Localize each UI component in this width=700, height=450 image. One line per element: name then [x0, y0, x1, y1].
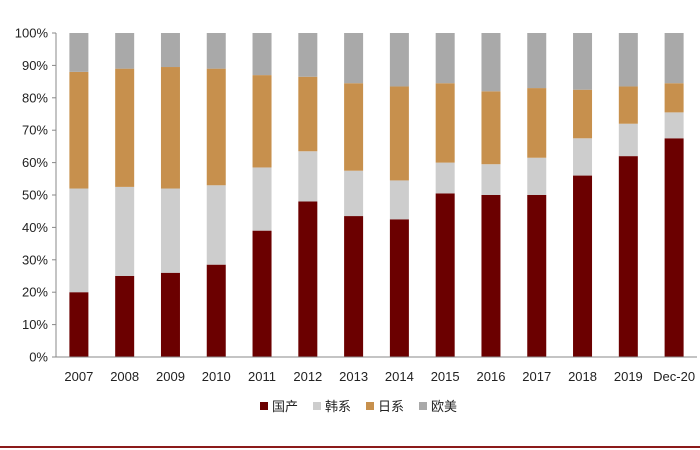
x-axis: 2007 2008 2009 2010 2011 2012 2013 2014 2015 2016…: [56, 356, 697, 384]
x-tick-label: 2010: [202, 369, 231, 384]
x-tick-label: 2011: [248, 369, 276, 384]
bar-segment-韩系-2007: [69, 188, 89, 293]
x-tick-label: 2017: [522, 369, 551, 384]
bar-segment-国产-2014: [389, 219, 409, 357]
y-tick-label: 50%: [22, 188, 48, 203]
bar-segment-国产-2007: [69, 292, 89, 357]
bar-segment-日系-2007: [69, 71, 89, 189]
legend-label-国产: 国产: [272, 399, 298, 414]
bar-segment-日系-2019: [618, 86, 638, 124]
bar-segment-国产-2011: [252, 230, 272, 357]
bar-segment-国产-2019: [618, 156, 638, 357]
x-tick-label: Dec-20: [653, 369, 695, 384]
bar-segment-欧美-2012: [298, 33, 318, 77]
bar-segment-日系-2013: [344, 83, 364, 171]
y-tick-label: 10%: [22, 317, 48, 332]
bar-segment-日系-2008: [115, 68, 135, 187]
x-tick-label: 2009: [156, 369, 185, 384]
bar-segment-欧美-2015: [435, 33, 455, 84]
y-axis: 0% 10% 20% 30% 40% 50% 60% 70% 80% 90% 100%: [15, 26, 57, 365]
bar-segment-韩系-2010: [206, 185, 226, 265]
bar-segment-国产-2013: [344, 216, 364, 357]
bar-segment-韩系-2011: [252, 167, 272, 231]
legend-swatch-欧美: [419, 402, 427, 410]
y-tick-label: 20%: [22, 285, 48, 300]
bar-segment-日系-2016: [481, 91, 501, 165]
legend-swatch-日系: [366, 402, 374, 410]
bar-segment-欧美-2017: [527, 33, 547, 89]
y-tick-label: 90%: [22, 58, 48, 73]
y-tick-label: 70%: [22, 123, 48, 138]
bar-segment-日系-2014: [389, 86, 409, 181]
x-tick-label: 2012: [293, 369, 322, 384]
bar-segment-日系-2011: [252, 75, 272, 168]
legend: 国产 韩系 日系 欧美: [260, 399, 457, 414]
x-tick-label: 2016: [477, 369, 506, 384]
bar-segment-日系-Dec-20: [664, 83, 684, 113]
legend-label-欧美: 欧美: [431, 399, 457, 414]
bar-segment-欧美-2018: [573, 33, 593, 90]
bar-segment-欧美-2008: [115, 33, 135, 69]
bar-segment-韩系-2012: [298, 151, 318, 202]
y-tick-label: 60%: [22, 155, 48, 170]
bar-segment-欧美-Dec-20: [664, 33, 684, 84]
bar-segment-欧美-2014: [389, 33, 409, 87]
bar-segment-欧美-2007: [69, 33, 89, 72]
bar-segment-国产-2008: [115, 276, 135, 357]
bar-segment-日系-2017: [527, 88, 547, 158]
bar-segment-韩系-2018: [573, 138, 593, 176]
bars: [69, 33, 684, 357]
bar-segment-日系-2018: [573, 89, 593, 139]
x-tick-label: 2014: [385, 369, 414, 384]
legend-swatch-韩系: [313, 402, 321, 410]
y-tick-label: 0%: [29, 350, 48, 365]
bar-segment-国产-2015: [435, 193, 455, 357]
bar-segment-国产-2010: [206, 264, 226, 357]
x-tick-label: 2019: [614, 369, 643, 384]
x-tick-label: 2015: [431, 369, 460, 384]
y-tick-label: 80%: [22, 90, 48, 105]
bar-segment-国产-2018: [573, 175, 593, 357]
x-tick-label: 2008: [110, 369, 139, 384]
bar-segment-日系-2015: [435, 83, 455, 163]
bar-segment-日系-2012: [298, 76, 318, 152]
y-tick-label: 40%: [22, 220, 48, 235]
bar-segment-欧美-2013: [344, 33, 364, 84]
legend-label-日系: 日系: [378, 399, 404, 414]
bar-segment-日系-2010: [206, 68, 226, 186]
bar-segment-韩系-2013: [344, 170, 364, 217]
bar-segment-韩系-2009: [160, 188, 180, 273]
bar-segment-国产-2017: [527, 195, 547, 357]
bar-segment-韩系-2017: [527, 157, 547, 195]
legend-label-韩系: 韩系: [325, 399, 351, 414]
y-tick-label: 30%: [22, 252, 48, 267]
bar-segment-国产-2012: [298, 201, 318, 357]
bar-segment-欧美-2009: [160, 33, 180, 68]
bar-segment-韩系-Dec-20: [664, 112, 684, 139]
bottom-divider: [0, 446, 700, 448]
bar-segment-日系-2009: [160, 67, 180, 189]
bar-segment-欧美-2019: [618, 33, 638, 87]
bar-segment-韩系-2014: [389, 180, 409, 220]
bar-segment-韩系-2015: [435, 162, 455, 194]
x-tick-label: 2013: [339, 369, 368, 384]
bar-segment-韩系-2019: [618, 123, 638, 157]
x-tick-label: 2018: [568, 369, 597, 384]
y-tick-label: 100%: [15, 26, 49, 41]
bar-segment-国产-2009: [160, 272, 180, 357]
x-tick-label: 2007: [64, 369, 93, 384]
bar-segment-欧美-2010: [206, 33, 226, 69]
bar-segment-国产-2016: [481, 195, 501, 357]
bar-segment-韩系-2016: [481, 164, 501, 195]
bar-segment-欧美-2011: [252, 33, 272, 76]
legend-swatch-国产: [260, 402, 268, 410]
bar-segment-韩系-2008: [115, 186, 135, 276]
bar-segment-国产-Dec-20: [664, 138, 684, 357]
bar-segment-欧美-2016: [481, 33, 501, 92]
